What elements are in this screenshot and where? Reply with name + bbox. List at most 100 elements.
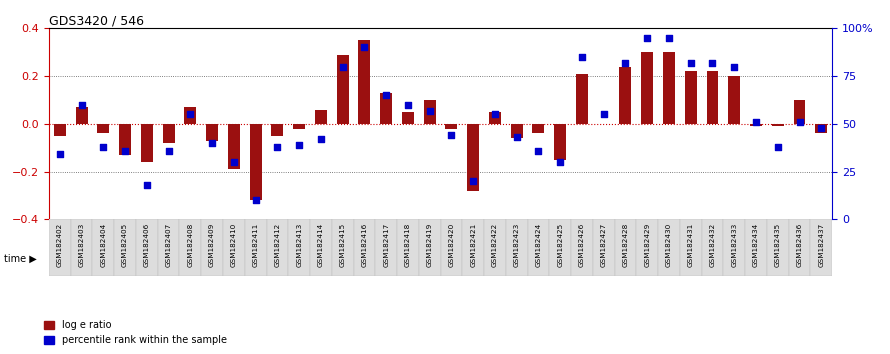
Point	[444, 132, 458, 138]
Text: GSM182430: GSM182430	[666, 222, 672, 267]
Legend: log e ratio, percentile rank within the sample: log e ratio, percentile rank within the …	[40, 316, 231, 349]
Point	[466, 178, 481, 184]
Bar	[462, 219, 484, 276]
Text: GSM182426: GSM182426	[579, 222, 585, 267]
Text: GSM182437: GSM182437	[818, 222, 824, 267]
Point	[553, 159, 567, 165]
Bar	[315, 110, 327, 124]
Point	[379, 92, 393, 98]
Bar	[619, 67, 632, 124]
Bar	[707, 71, 718, 124]
Text: GSM182411: GSM182411	[253, 222, 259, 267]
Bar	[511, 124, 522, 138]
Bar	[789, 219, 811, 276]
Bar	[663, 52, 675, 124]
Bar	[141, 124, 153, 162]
Text: GSM182419: GSM182419	[426, 222, 433, 267]
Bar	[228, 124, 240, 169]
Bar	[163, 124, 174, 143]
Text: GSM182414: GSM182414	[318, 222, 324, 267]
Text: GSM182431: GSM182431	[688, 222, 693, 267]
Bar	[223, 219, 245, 276]
Text: GSM182409: GSM182409	[209, 222, 215, 267]
Text: 4 h: 4 h	[236, 253, 254, 263]
Text: GSM182434: GSM182434	[753, 222, 759, 267]
Point	[292, 142, 306, 148]
Bar	[54, 124, 66, 136]
Point	[748, 119, 763, 125]
Text: GSM182427: GSM182427	[601, 222, 607, 267]
Text: GSM182423: GSM182423	[514, 222, 520, 267]
Bar	[641, 52, 653, 124]
Bar	[615, 219, 636, 276]
Bar	[97, 124, 109, 133]
Text: GSM182410: GSM182410	[231, 222, 237, 267]
Point	[183, 112, 198, 117]
Point	[357, 45, 371, 50]
Point	[118, 148, 133, 154]
Text: GSM182416: GSM182416	[361, 222, 368, 267]
Bar	[811, 219, 832, 276]
Bar	[815, 124, 828, 133]
Bar	[728, 76, 740, 124]
Bar	[549, 219, 571, 276]
Bar	[114, 219, 136, 276]
Point	[619, 60, 633, 65]
Text: GSM182433: GSM182433	[732, 222, 737, 267]
Text: GSM182413: GSM182413	[296, 222, 302, 267]
Point	[400, 102, 415, 108]
Bar	[353, 219, 376, 276]
Bar	[528, 219, 549, 276]
Bar	[376, 219, 397, 276]
Text: GSM182420: GSM182420	[449, 222, 455, 267]
Text: GSM182428: GSM182428	[622, 222, 628, 267]
Point	[640, 35, 654, 41]
Text: GSM182422: GSM182422	[492, 222, 498, 267]
Bar	[249, 124, 262, 200]
Point	[205, 140, 219, 146]
Bar	[288, 219, 310, 276]
Point	[53, 152, 67, 157]
Bar	[310, 219, 332, 276]
Bar	[336, 55, 349, 124]
Bar	[532, 124, 545, 133]
Point	[531, 148, 546, 154]
Text: GSM182432: GSM182432	[709, 222, 716, 267]
Bar	[359, 40, 370, 124]
Bar	[750, 124, 762, 126]
Text: GSM182435: GSM182435	[775, 222, 781, 267]
Point	[336, 64, 350, 69]
Point	[706, 60, 720, 65]
Bar	[424, 100, 436, 124]
Bar	[745, 219, 767, 276]
Point	[792, 119, 806, 125]
Point	[488, 112, 502, 117]
Text: GSM182421: GSM182421	[470, 222, 476, 267]
Bar	[397, 219, 419, 276]
Text: GSM182402: GSM182402	[57, 222, 63, 267]
Bar	[180, 219, 201, 276]
Bar	[76, 107, 87, 124]
Point	[271, 144, 285, 150]
Text: GSM182418: GSM182418	[405, 222, 411, 267]
Point	[75, 102, 89, 108]
Bar	[701, 219, 724, 276]
Bar	[441, 242, 832, 274]
Bar	[571, 219, 593, 276]
Text: time ▶: time ▶	[4, 253, 37, 263]
Bar	[576, 74, 588, 124]
Point	[140, 182, 154, 188]
Bar	[49, 219, 70, 276]
Text: GDS3420 / 546: GDS3420 / 546	[49, 14, 144, 27]
Bar	[119, 124, 131, 155]
Bar	[658, 219, 680, 276]
Bar	[441, 219, 462, 276]
Bar	[767, 219, 789, 276]
Bar	[266, 219, 288, 276]
Bar	[794, 100, 805, 124]
Bar	[419, 219, 441, 276]
Text: GSM182406: GSM182406	[144, 222, 150, 267]
Bar	[206, 124, 218, 141]
Bar	[93, 219, 114, 276]
Bar	[446, 124, 457, 129]
